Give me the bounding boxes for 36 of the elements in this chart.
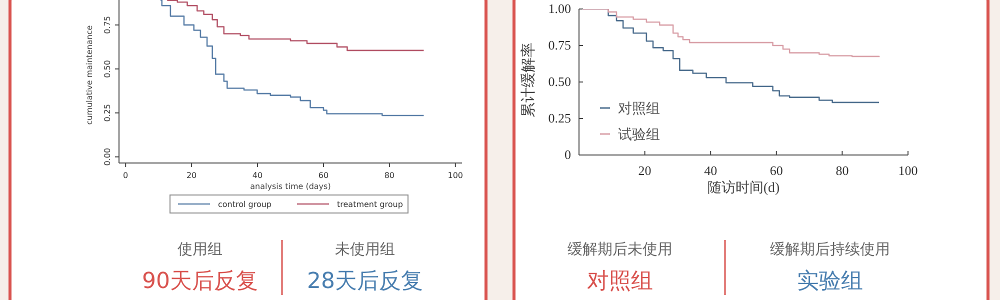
legend-label: 试验组 <box>618 127 660 143</box>
y-tick-label: 0.25 <box>548 110 571 126</box>
x-tick-label: 20 <box>186 171 197 180</box>
legend-label: control group <box>218 200 272 209</box>
x-axis-title: 随访时间(d) <box>707 180 780 196</box>
y-tick-label: 0.50 <box>548 74 571 89</box>
x-tick-label: 100 <box>448 171 464 180</box>
y-axis-title: 累计缓解率 <box>520 42 537 118</box>
x-tick-label: 20 <box>638 163 652 178</box>
text: 实验组 <box>797 269 863 294</box>
x-tick-label: 40 <box>252 171 263 180</box>
text: 缓解期后持续使用 <box>770 240 890 258</box>
y-tick-label: 0.25 <box>103 104 112 122</box>
text: 未使用组 <box>335 240 395 258</box>
x-tick-label: 80 <box>384 171 395 180</box>
x-tick-label: 60 <box>770 163 783 178</box>
x-axis-title: analysis time (days) <box>250 182 331 191</box>
y-tick-label: 0.00 <box>103 148 112 166</box>
y-axis-title: cumulative maintenance <box>85 25 94 125</box>
y-tick-label: 1.00 <box>548 1 571 16</box>
text: 缓解期后未使用 <box>568 240 672 258</box>
y-tick-label: 0 <box>564 147 571 162</box>
text: 90天后反复 <box>142 269 258 294</box>
text: 使用组 <box>178 240 222 258</box>
x-tick-label: 60 <box>318 171 329 180</box>
legend-label: treatment group <box>337 200 403 209</box>
y-tick-label: 0.75 <box>103 16 112 34</box>
y-tick-label: 0.75 <box>548 38 571 52</box>
x-tick-label: 80 <box>836 163 849 178</box>
legend-label: 对照组 <box>618 101 660 117</box>
text: 28天后反复 <box>307 269 423 294</box>
y-tick-label: 0.50 <box>103 60 112 78</box>
x-tick-label: 40 <box>704 163 718 178</box>
x-tick-label: 100 <box>898 163 918 178</box>
x-tick-label: 0 <box>123 171 128 180</box>
text: 对照组 <box>587 269 653 294</box>
